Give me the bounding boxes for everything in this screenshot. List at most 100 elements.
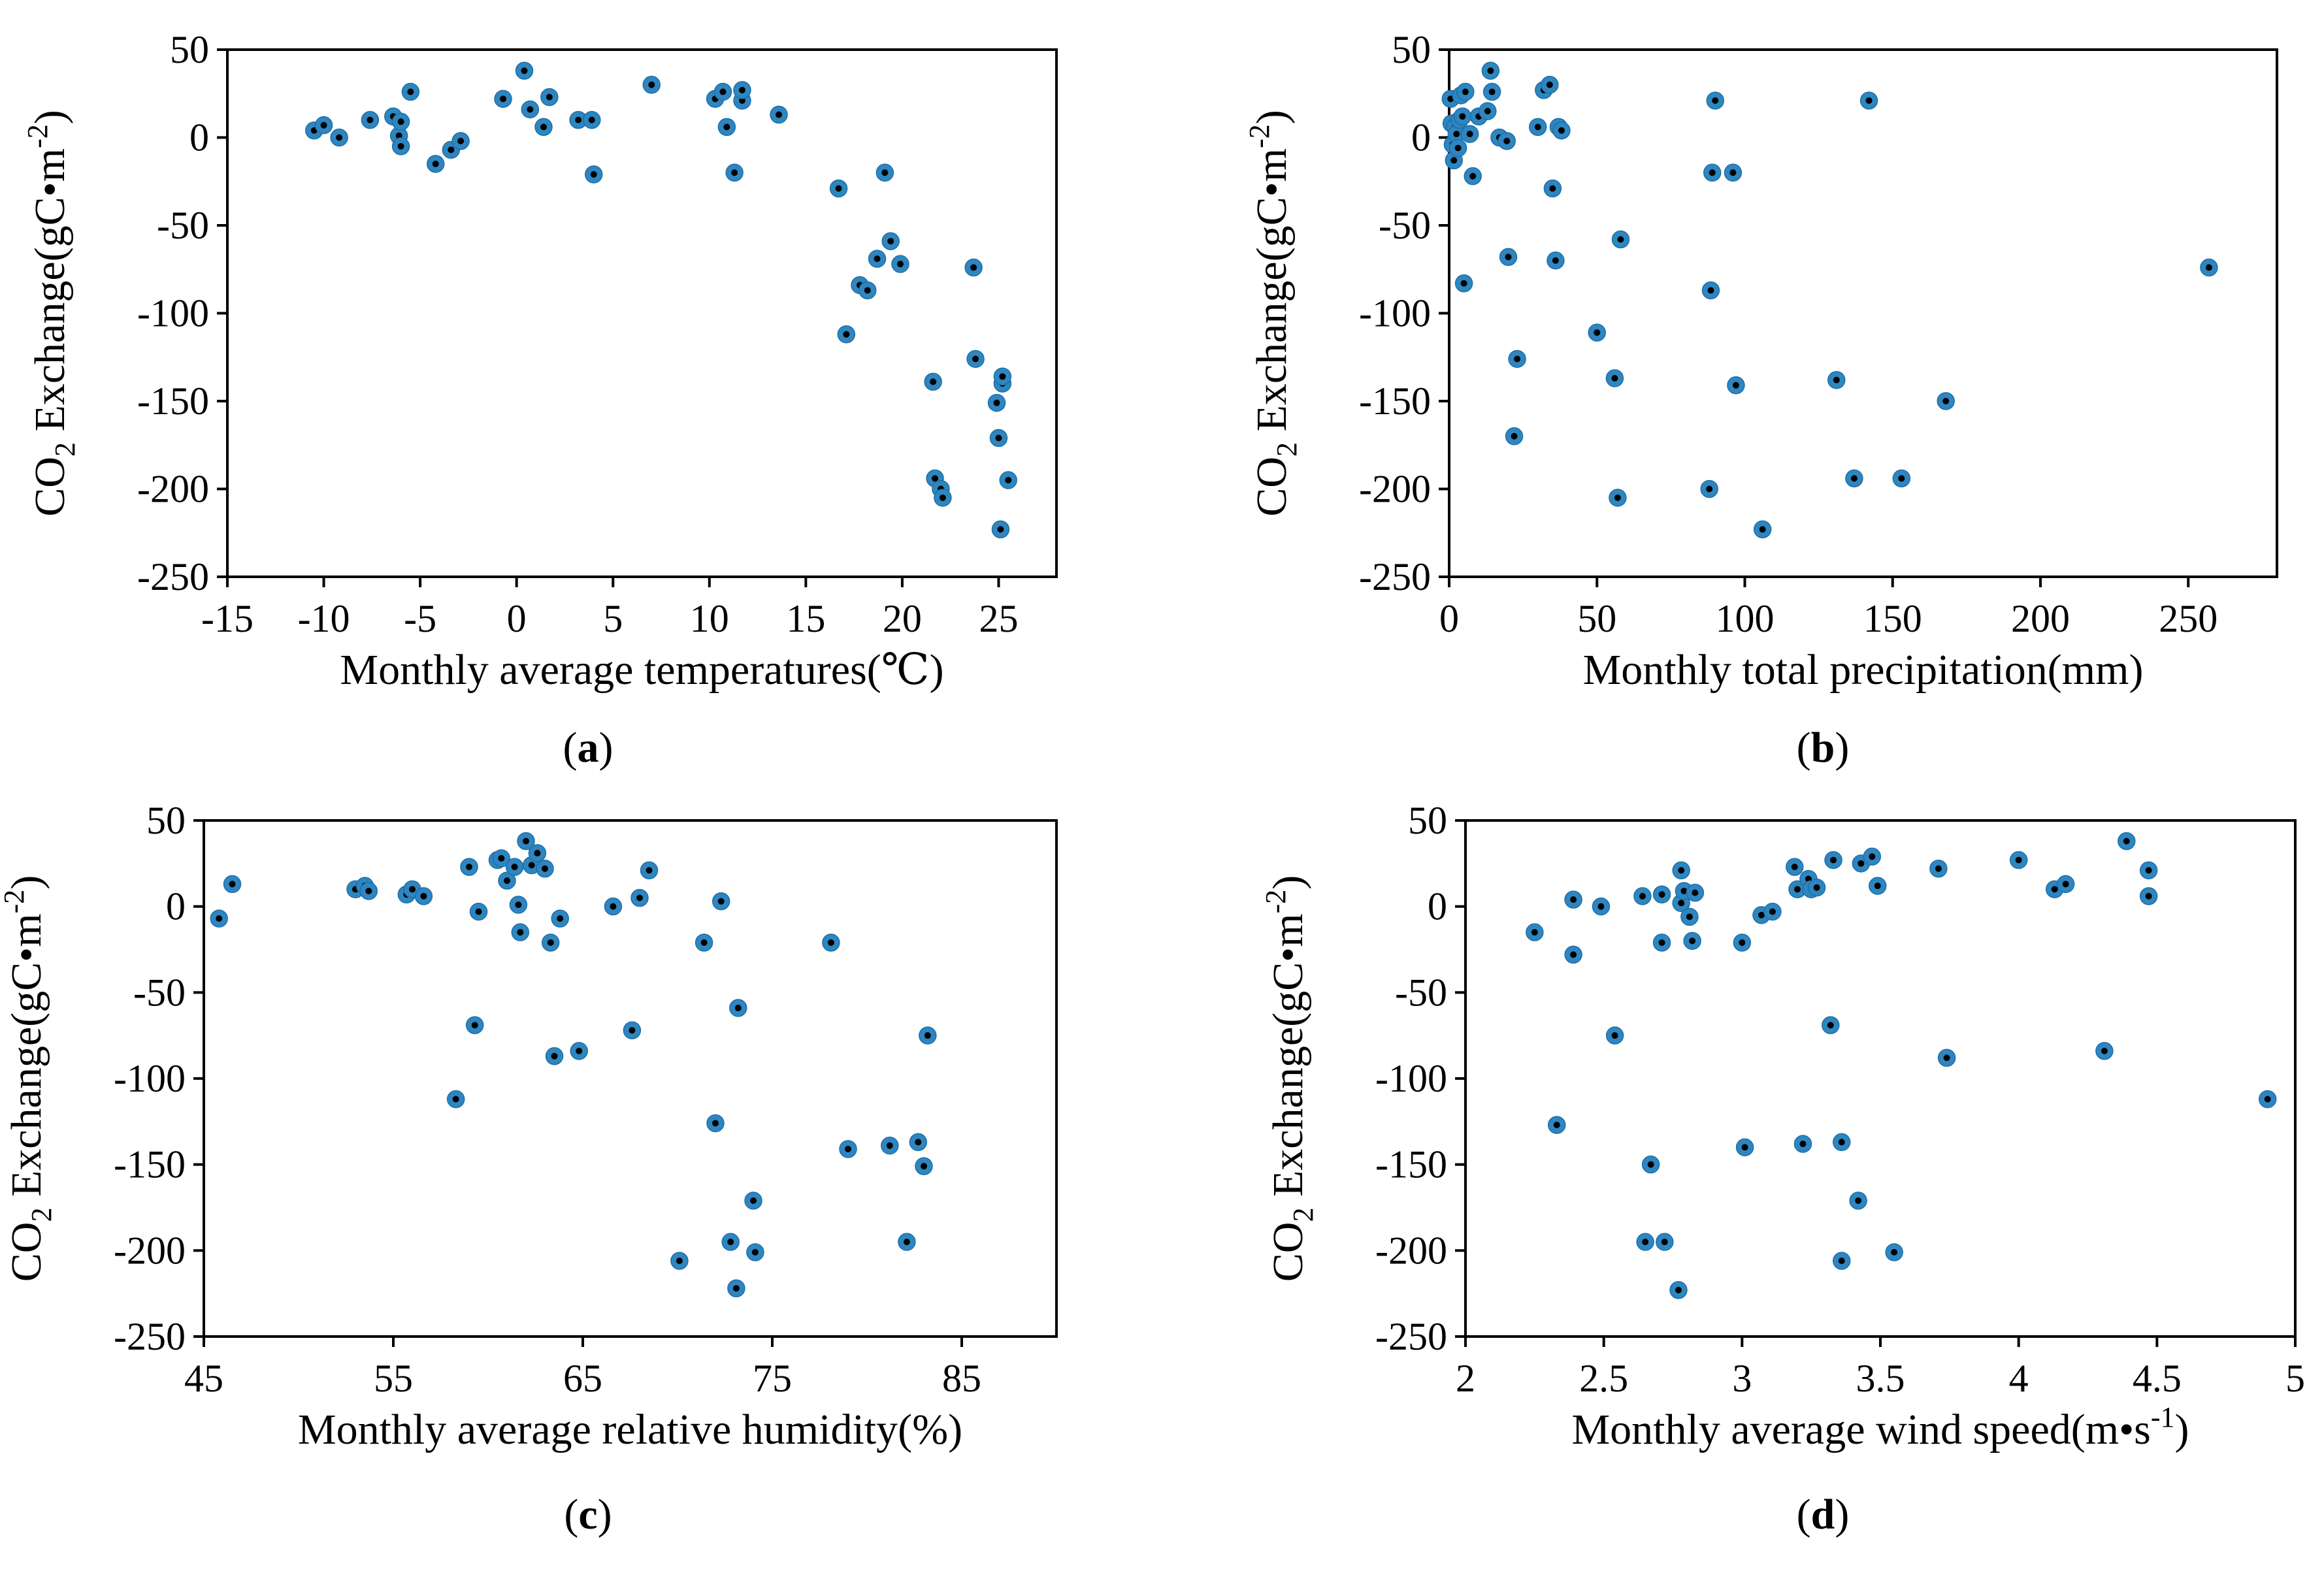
data-point [1547, 251, 1565, 270]
y-tick-label: -150 [114, 1143, 186, 1186]
data-point [623, 1021, 642, 1040]
data-point [1700, 479, 1718, 498]
y-tick-label: -200 [1359, 468, 1431, 511]
data-point [1605, 1026, 1624, 1045]
x-tick-label: 5 [2285, 1357, 2305, 1400]
panel-label: (b) [1797, 724, 1850, 771]
data-point [2009, 851, 2028, 869]
data-point [1849, 1192, 1867, 1210]
data-point [993, 367, 1012, 386]
data-point [515, 61, 534, 80]
data-point [1508, 349, 1526, 368]
panel-label: (a) [563, 724, 614, 771]
data-point [1464, 167, 1482, 186]
data-point [551, 909, 569, 928]
x-axis-title: Monthly average temperatures(℃) [340, 646, 943, 694]
x-tick-label: -15 [201, 597, 254, 640]
data-point [1460, 125, 1479, 143]
data-point [1937, 392, 1955, 410]
data-point [2200, 258, 2218, 277]
y-axis-title: CO2 Exchange(gC•m-2) [1260, 875, 1319, 1282]
data-point [919, 1026, 937, 1045]
x-tick-label: 200 [2011, 597, 2070, 640]
data-point [414, 887, 433, 905]
plot-frame [1448, 48, 2278, 578]
data-point [391, 112, 410, 131]
x-tick-label: 3.5 [1856, 1357, 1905, 1400]
data-point [1505, 427, 1524, 446]
data-point [1543, 179, 1562, 198]
y-tick-label: -100 [137, 292, 209, 335]
x-tick-label: 10 [690, 597, 729, 640]
x-tick-label: 20 [883, 597, 922, 640]
data-point [1706, 91, 1724, 110]
y-tick-label: 50 [146, 799, 186, 842]
data-point [1564, 945, 1582, 964]
x-tick-label: 45 [184, 1357, 223, 1400]
data-point [964, 258, 983, 277]
y-tick-label: -50 [157, 204, 209, 247]
y-axis-title: CO2 Exchange(gC•m-2) [1243, 110, 1303, 516]
x-tick-label: 85 [942, 1357, 981, 1400]
data-point [1733, 933, 1752, 952]
data-point [915, 1157, 933, 1176]
y-tick-label: -250 [137, 555, 209, 598]
y-tick-label: -50 [1395, 971, 1447, 1014]
x-tick-label: 2 [1456, 1357, 1475, 1400]
data-point [881, 1136, 899, 1155]
data-point [1636, 1233, 1654, 1251]
data-point [1481, 61, 1500, 80]
data-point [521, 100, 540, 119]
data-point [498, 871, 516, 890]
data-point [1498, 132, 1516, 150]
data-point [881, 232, 900, 250]
y-tick-label: -50 [133, 971, 186, 1014]
data-point [569, 110, 587, 129]
data-point [1753, 520, 1772, 539]
data-point [733, 81, 751, 99]
data-point [822, 933, 840, 952]
data-point [426, 155, 445, 173]
y-tick-label: -200 [137, 468, 209, 511]
x-tick-label: 75 [753, 1357, 792, 1400]
data-point [695, 933, 713, 952]
data-point [1885, 1243, 1903, 1261]
data-point [1827, 370, 1846, 389]
data-point [1564, 890, 1582, 909]
x-tick-label: 4.5 [2133, 1357, 2182, 1400]
data-point [924, 372, 942, 391]
data-point [991, 520, 1010, 539]
data-point [1680, 907, 1699, 926]
data-point [1832, 1133, 1851, 1152]
data-point [898, 1233, 916, 1251]
x-tick-label: -10 [298, 597, 350, 640]
data-point [330, 128, 348, 147]
data-point [706, 1114, 725, 1133]
y-axis-title: CO2 Exchange(gC•m-2) [22, 110, 81, 516]
x-tick-label: 55 [374, 1357, 413, 1400]
data-point [1703, 163, 1722, 182]
data-point [511, 923, 530, 941]
data-point [1641, 1155, 1660, 1174]
data-point [1929, 859, 1948, 878]
data-point [987, 393, 1006, 412]
data-point [1863, 847, 1882, 866]
data-point [1822, 1016, 1840, 1035]
data-point [545, 1047, 564, 1065]
y-tick-label: -250 [1375, 1315, 1447, 1358]
y-tick-label: -150 [1375, 1143, 1447, 1186]
data-point [859, 281, 877, 300]
data-point [1526, 923, 1544, 941]
data-point [451, 132, 470, 150]
data-point [1859, 91, 1878, 110]
data-point [536, 859, 554, 878]
data-point [999, 471, 1017, 489]
plot-frame [226, 48, 1058, 578]
data-point [1824, 851, 1842, 869]
data-point [1611, 230, 1630, 249]
data-point [1686, 883, 1705, 902]
y-tick-label: -50 [1379, 204, 1431, 247]
